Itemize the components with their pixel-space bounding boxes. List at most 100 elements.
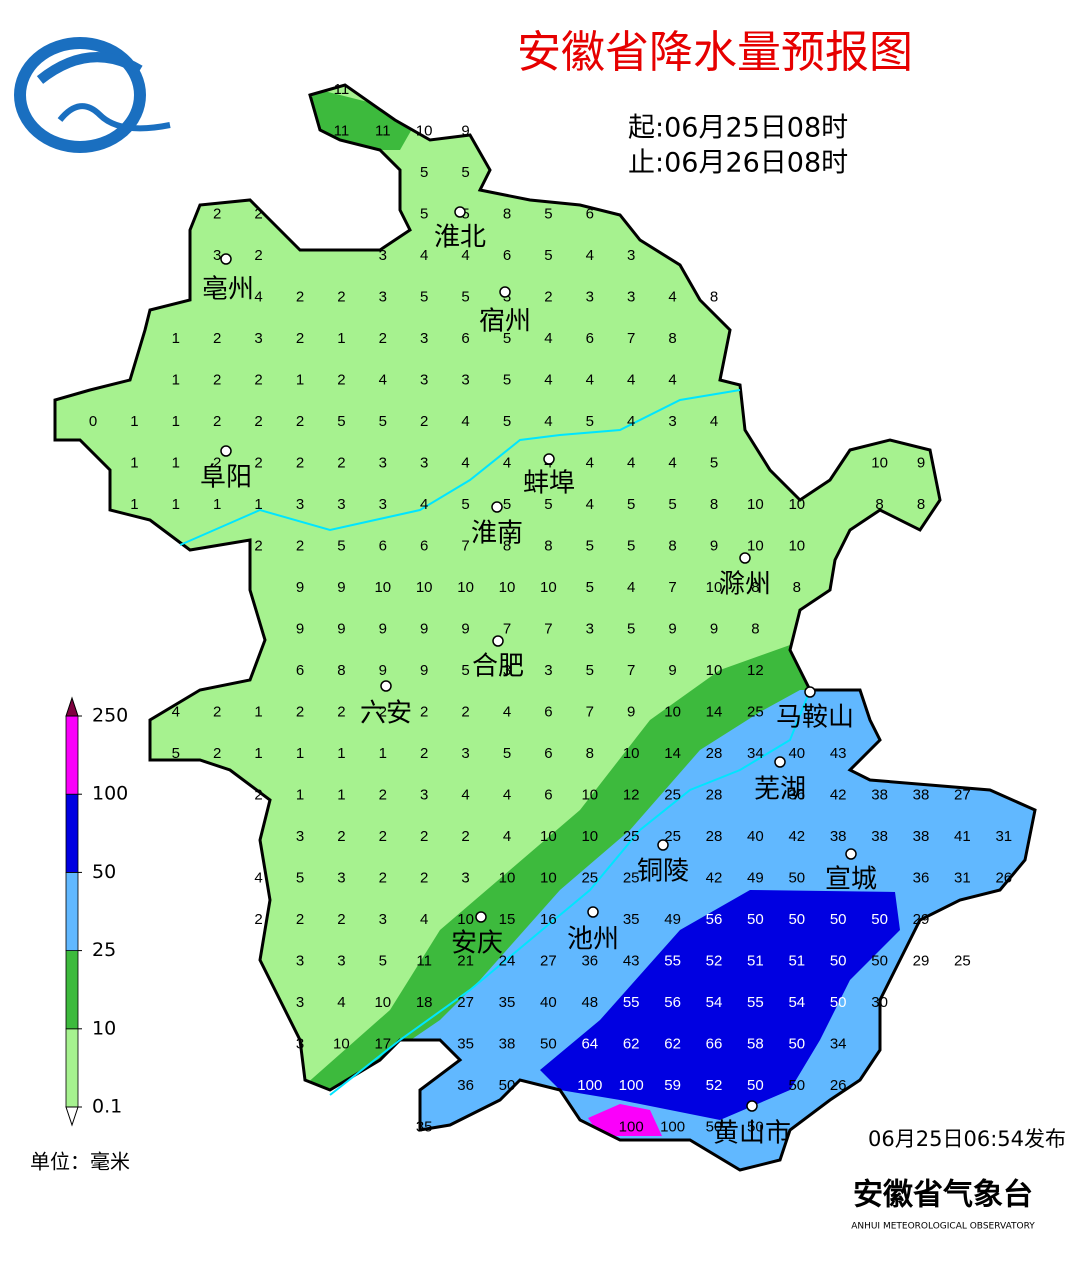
grid-value: 50 [499,1077,516,1094]
grid-value: 3 [461,869,469,886]
grid-value: 2 [213,703,221,720]
grid-value: 5 [337,537,345,554]
grid-value: 4 [420,496,428,513]
grid-value: 9 [668,620,676,637]
grid-value: 14 [664,745,681,762]
grid-value: 4 [627,579,635,596]
grid-value: 2 [213,413,221,430]
grid-value: 5 [544,247,552,264]
grid-value: 10 [706,662,723,679]
grid-value: 1 [337,330,345,347]
grid-value: 2 [254,786,262,803]
grid-value: 2 [461,703,469,720]
grid-value: 10 [499,579,516,596]
grid-value: 5 [461,662,469,679]
start-time: 起:06月25日08时 [628,113,848,144]
grid-value: 3 [296,496,304,513]
grid-value: 5 [627,537,635,554]
grid-value: 7 [627,330,635,347]
grid-value: 5 [461,288,469,305]
city-marker [587,906,599,918]
grid-value: 1 [172,371,180,388]
grid-value: 2 [379,330,387,347]
grid-value: 8 [503,205,511,222]
grid-value: 2 [379,828,387,845]
grid-value: 10 [788,496,805,513]
grid-value: 50 [747,1118,764,1135]
grid-value: 5 [420,288,428,305]
title: 安徽省降水量预报图 [517,27,913,78]
grid-value: 7 [544,620,552,637]
grid-value: 4 [586,247,594,264]
grid-value: 10 [374,579,391,596]
issued: 06月25日06:54发布 [868,1127,1066,1151]
grid-value: 100 [577,1077,602,1094]
grid-value: 10 [540,579,557,596]
grid-value: 42 [788,828,805,845]
legend-label: 0.1 [92,1096,122,1118]
grid-value: 1 [296,786,304,803]
grid-value: 2 [213,745,221,762]
grid-value: 4 [668,371,676,388]
grid-value: 5 [710,454,718,471]
grid-value: 59 [664,1077,681,1094]
grid-value: 25 [664,828,681,845]
grid-value: 25 [747,703,764,720]
grid-value: 1 [254,703,262,720]
grid-value: 8 [875,496,883,513]
city-label: 安庆 [451,929,503,959]
grid-value: 3 [379,454,387,471]
agency: 安徽省气象台 [853,1178,1033,1213]
grid-value: 6 [544,745,552,762]
grid-value: 50 [830,952,847,969]
grid-value: 4 [461,454,469,471]
grid-value: 54 [706,994,723,1011]
grid-value: 3 [296,828,304,845]
grid-value: 1 [213,496,221,513]
grid-value: 4 [544,371,552,388]
legend-swatch [65,872,79,952]
grid-value: 4 [503,828,511,845]
grid-value: 6 [586,205,594,222]
grid-value: 66 [706,1035,723,1052]
city-marker [220,445,232,457]
grid-value: 5 [503,330,511,347]
grid-value: 10 [540,828,557,845]
legend: 0.1 10 25 50 100 250 [65,696,128,1127]
grid-value: 2 [337,703,345,720]
grid-value: 9 [337,579,345,596]
grid-value: 1 [172,496,180,513]
logo [14,37,171,153]
grid-value: 4 [668,454,676,471]
grid-value: 10 [664,703,681,720]
grid-value: 10 [788,537,805,554]
grid-value: 5 [172,745,180,762]
grid-value: 3 [420,330,428,347]
grid-value: 6 [544,703,552,720]
grid-value: 2 [296,537,304,554]
grid-value: 3 [503,662,511,679]
grid-value: 2 [420,413,428,430]
grid-value: 2 [337,288,345,305]
grid-value: 3 [379,288,387,305]
city-label: 池州 [567,925,619,955]
grid-value: 11 [375,122,391,139]
grid-value: 4 [461,413,469,430]
grid-value: 5 [420,164,428,181]
grid-value: 50 [747,1077,764,1094]
grid-value: 35 [623,911,640,928]
city-label: 马鞍山 [776,703,854,733]
grid-value: 40 [788,745,805,762]
grid-value: 2 [254,911,262,928]
grid-value: 51 [747,952,764,969]
grid-value: 6 [503,247,511,264]
grid-value: 9 [296,620,304,637]
grid-value: 50 [706,1118,723,1135]
grid-value: 2 [296,288,304,305]
grid-value: 28 [706,745,723,762]
grid-value: 5 [503,496,511,513]
grid-value: 62 [664,1035,681,1052]
grid-value: 56 [706,911,723,928]
city-marker [804,686,816,698]
